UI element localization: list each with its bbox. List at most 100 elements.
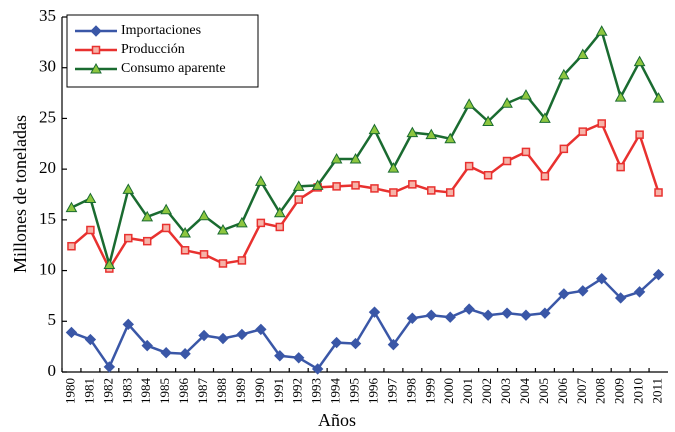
x-tick-label: 1992 <box>290 378 305 404</box>
x-tick-label: 2009 <box>612 378 627 404</box>
data-point <box>368 306 381 318</box>
data-point <box>198 209 210 221</box>
data-point <box>103 361 116 373</box>
x-tick-label: 1989 <box>233 378 248 404</box>
data-point <box>652 268 665 281</box>
y-tick-label: 35 <box>39 6 56 25</box>
x-tick-label: 1982 <box>100 378 115 404</box>
data-point <box>311 363 324 375</box>
x-tick-label: 1984 <box>138 378 153 405</box>
data-point <box>273 206 286 218</box>
data-point <box>633 55 646 67</box>
series-line <box>71 273 660 371</box>
data-point <box>217 223 229 235</box>
data-point <box>408 180 417 189</box>
y-tick-label: 5 <box>48 310 57 329</box>
legend-label: Producción <box>121 42 185 57</box>
data-point <box>427 186 436 195</box>
data-point <box>67 241 76 251</box>
data-point <box>65 326 78 339</box>
data-point <box>578 127 588 136</box>
data-point <box>387 338 400 351</box>
data-point <box>141 339 153 352</box>
data-point <box>349 152 362 164</box>
data-point <box>368 123 381 135</box>
x-tick-label: 1995 <box>347 378 362 404</box>
data-point <box>539 112 551 123</box>
x-tick-label: 1986 <box>176 378 191 405</box>
y-tick-label: 10 <box>39 259 56 278</box>
y-axis-title: Millones de toneladas <box>10 115 30 273</box>
x-tick-label: 1988 <box>214 378 229 404</box>
data-point <box>502 156 512 166</box>
data-point <box>141 210 154 222</box>
data-point <box>595 25 608 36</box>
data-point <box>103 258 116 269</box>
legend-marker <box>90 62 102 74</box>
data-point <box>406 126 419 138</box>
y-tick-label: 0 <box>48 361 57 380</box>
x-tick-label: 2002 <box>479 378 494 404</box>
legend-label: Consumo aparente <box>121 61 226 76</box>
x-tick-label: 2011 <box>650 378 665 404</box>
data-point <box>614 292 627 304</box>
x-tick-label: 1983 <box>119 378 134 404</box>
x-tick-label: 1991 <box>271 378 286 404</box>
data-point <box>616 162 625 172</box>
data-point <box>482 115 494 126</box>
data-point <box>161 223 171 233</box>
data-point <box>483 170 493 180</box>
data-point <box>389 188 398 197</box>
x-tick-label: 2007 <box>574 378 589 405</box>
x-tick-label: 2003 <box>498 378 513 404</box>
data-point <box>218 259 228 268</box>
data-point <box>122 183 135 194</box>
data-point <box>387 162 400 173</box>
data-point <box>179 348 191 360</box>
data-point <box>292 180 305 191</box>
data-point <box>84 192 97 204</box>
data-point <box>444 132 457 144</box>
data-point <box>351 181 360 190</box>
data-point <box>84 333 97 346</box>
x-tick-label: 1990 <box>252 378 267 404</box>
data-point <box>293 352 305 364</box>
x-tick-label: 1981 <box>81 378 96 404</box>
x-tick-label: 2008 <box>593 378 608 404</box>
x-tick-label: 2005 <box>536 378 551 404</box>
x-axis-title: Años <box>318 410 356 430</box>
data-point <box>444 311 456 323</box>
data-point <box>540 171 550 181</box>
data-point <box>274 350 286 362</box>
data-point <box>406 312 419 324</box>
data-point <box>199 250 209 259</box>
data-point <box>614 91 627 102</box>
y-tick-label: 30 <box>39 57 56 76</box>
x-tick-label: 2000 <box>441 378 456 404</box>
data-point <box>521 147 531 157</box>
data-point <box>463 98 476 109</box>
data-point <box>124 233 133 243</box>
data-point <box>652 92 665 103</box>
data-point <box>577 285 589 297</box>
data-point <box>332 182 341 191</box>
data-point <box>501 307 513 319</box>
data-point <box>330 336 343 349</box>
data-point <box>576 48 589 60</box>
data-point <box>142 236 152 246</box>
data-point <box>501 97 513 108</box>
x-tick-label: 1996 <box>365 378 380 405</box>
data-point <box>160 203 173 215</box>
data-point <box>463 303 475 315</box>
x-tick-label: 2010 <box>631 378 646 404</box>
x-tick-label: 2001 <box>460 378 475 404</box>
data-point <box>539 307 551 319</box>
x-tick-label: 1994 <box>328 378 343 405</box>
data-point <box>654 188 663 197</box>
data-point <box>311 179 324 190</box>
x-tick-label: 1993 <box>309 378 324 404</box>
y-tick-label: 25 <box>39 107 56 126</box>
legend-marker <box>90 25 102 37</box>
data-point <box>254 175 267 186</box>
